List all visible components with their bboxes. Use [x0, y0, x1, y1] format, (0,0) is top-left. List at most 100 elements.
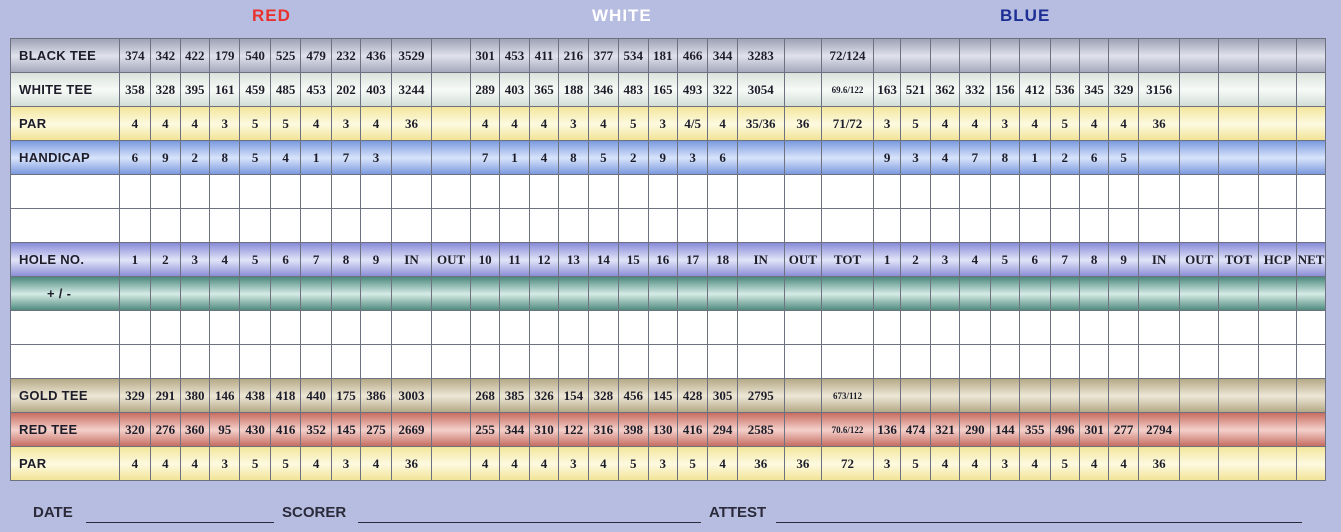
score-cell[interactable] [900, 208, 931, 243]
score-cell[interactable] [707, 344, 738, 379]
score-cell[interactable] [989, 174, 1021, 209]
score-cell[interactable] [1296, 208, 1326, 243]
score-cell[interactable] [872, 344, 902, 379]
score-cell[interactable] [1257, 310, 1298, 345]
score-cell[interactable] [528, 310, 560, 345]
score-cell[interactable] [239, 208, 271, 243]
score-cell[interactable] [150, 344, 181, 379]
score-cell[interactable] [1257, 174, 1298, 209]
plus-minus-cell[interactable] [499, 276, 530, 311]
score-cell[interactable] [1179, 310, 1220, 345]
score-cell[interactable] [587, 208, 620, 243]
score-cell[interactable] [1108, 310, 1139, 345]
score-cell[interactable] [469, 344, 501, 379]
score-cell[interactable] [360, 310, 392, 345]
score-cell[interactable] [872, 310, 902, 345]
score-cell[interactable] [239, 310, 271, 345]
plus-minus-cell[interactable] [1019, 276, 1051, 311]
score-cell[interactable] [269, 174, 302, 209]
score-cell[interactable] [618, 208, 649, 243]
score-cell[interactable] [1019, 344, 1051, 379]
score-cell[interactable] [618, 174, 649, 209]
score-cell[interactable] [647, 208, 678, 243]
score-cell[interactable] [736, 310, 785, 345]
score-cell[interactable] [431, 208, 471, 243]
score-cell[interactable] [1257, 208, 1298, 243]
player-name-cell[interactable] [10, 344, 120, 379]
score-cell[interactable] [1296, 344, 1326, 379]
score-cell[interactable] [1179, 344, 1220, 379]
score-cell[interactable] [208, 310, 241, 345]
plus-minus-cell[interactable] [1218, 276, 1259, 311]
score-cell[interactable] [1137, 174, 1181, 209]
score-cell[interactable] [469, 310, 501, 345]
score-cell[interactable] [1049, 344, 1080, 379]
score-cell[interactable] [558, 310, 589, 345]
score-cell[interactable] [1179, 208, 1220, 243]
score-cell[interactable] [208, 208, 241, 243]
score-cell[interactable] [959, 310, 991, 345]
score-cell[interactable] [618, 344, 649, 379]
scorer-line[interactable] [358, 522, 701, 523]
score-cell[interactable] [239, 344, 271, 379]
score-cell[interactable] [783, 310, 823, 345]
score-cell[interactable] [959, 174, 991, 209]
score-cell[interactable] [469, 174, 501, 209]
score-cell[interactable] [1078, 208, 1110, 243]
score-cell[interactable] [499, 174, 530, 209]
plus-minus-cell[interactable] [150, 276, 181, 311]
score-cell[interactable] [390, 174, 433, 209]
score-cell[interactable] [360, 344, 392, 379]
plus-minus-cell[interactable] [676, 276, 709, 311]
score-cell[interactable] [1218, 174, 1259, 209]
score-cell[interactable] [676, 174, 709, 209]
plus-minus-cell[interactable] [587, 276, 620, 311]
score-cell[interactable] [300, 344, 332, 379]
score-cell[interactable] [900, 310, 931, 345]
score-cell[interactable] [390, 344, 433, 379]
score-cell[interactable] [179, 208, 210, 243]
score-cell[interactable] [179, 174, 210, 209]
score-cell[interactable] [150, 208, 181, 243]
score-cell[interactable] [736, 344, 785, 379]
plus-minus-cell[interactable] [1078, 276, 1110, 311]
score-cell[interactable] [1078, 310, 1110, 345]
score-cell[interactable] [499, 344, 530, 379]
score-cell[interactable] [1137, 208, 1181, 243]
score-cell[interactable] [150, 174, 181, 209]
score-cell[interactable] [330, 344, 362, 379]
score-cell[interactable] [528, 174, 560, 209]
score-cell[interactable] [783, 344, 823, 379]
plus-minus-cell[interactable] [558, 276, 589, 311]
plus-minus-cell[interactable] [118, 276, 152, 311]
score-cell[interactable] [900, 344, 931, 379]
plus-minus-cell[interactable] [390, 276, 433, 311]
score-cell[interactable] [150, 310, 181, 345]
score-cell[interactable] [1296, 174, 1326, 209]
plus-minus-cell[interactable] [300, 276, 332, 311]
score-cell[interactable] [1218, 344, 1259, 379]
score-cell[interactable] [587, 174, 620, 209]
score-cell[interactable] [1257, 344, 1298, 379]
score-cell[interactable] [736, 174, 785, 209]
score-cell[interactable] [900, 174, 931, 209]
score-cell[interactable] [499, 208, 530, 243]
score-cell[interactable] [330, 310, 362, 345]
plus-minus-cell[interactable] [1049, 276, 1080, 311]
score-cell[interactable] [118, 310, 152, 345]
player-name-cell[interactable] [10, 208, 120, 243]
score-cell[interactable] [431, 310, 471, 345]
plus-minus-cell[interactable] [1179, 276, 1220, 311]
plus-minus-cell[interactable] [783, 276, 823, 311]
score-cell[interactable] [1019, 174, 1051, 209]
score-cell[interactable] [558, 344, 589, 379]
score-cell[interactable] [558, 208, 589, 243]
plus-minus-cell[interactable] [179, 276, 210, 311]
score-cell[interactable] [499, 310, 530, 345]
score-cell[interactable] [1179, 174, 1220, 209]
plus-minus-cell[interactable] [618, 276, 649, 311]
score-cell[interactable] [1049, 174, 1080, 209]
score-cell[interactable] [736, 208, 785, 243]
player-name-cell[interactable] [10, 310, 120, 345]
score-cell[interactable] [558, 174, 589, 209]
